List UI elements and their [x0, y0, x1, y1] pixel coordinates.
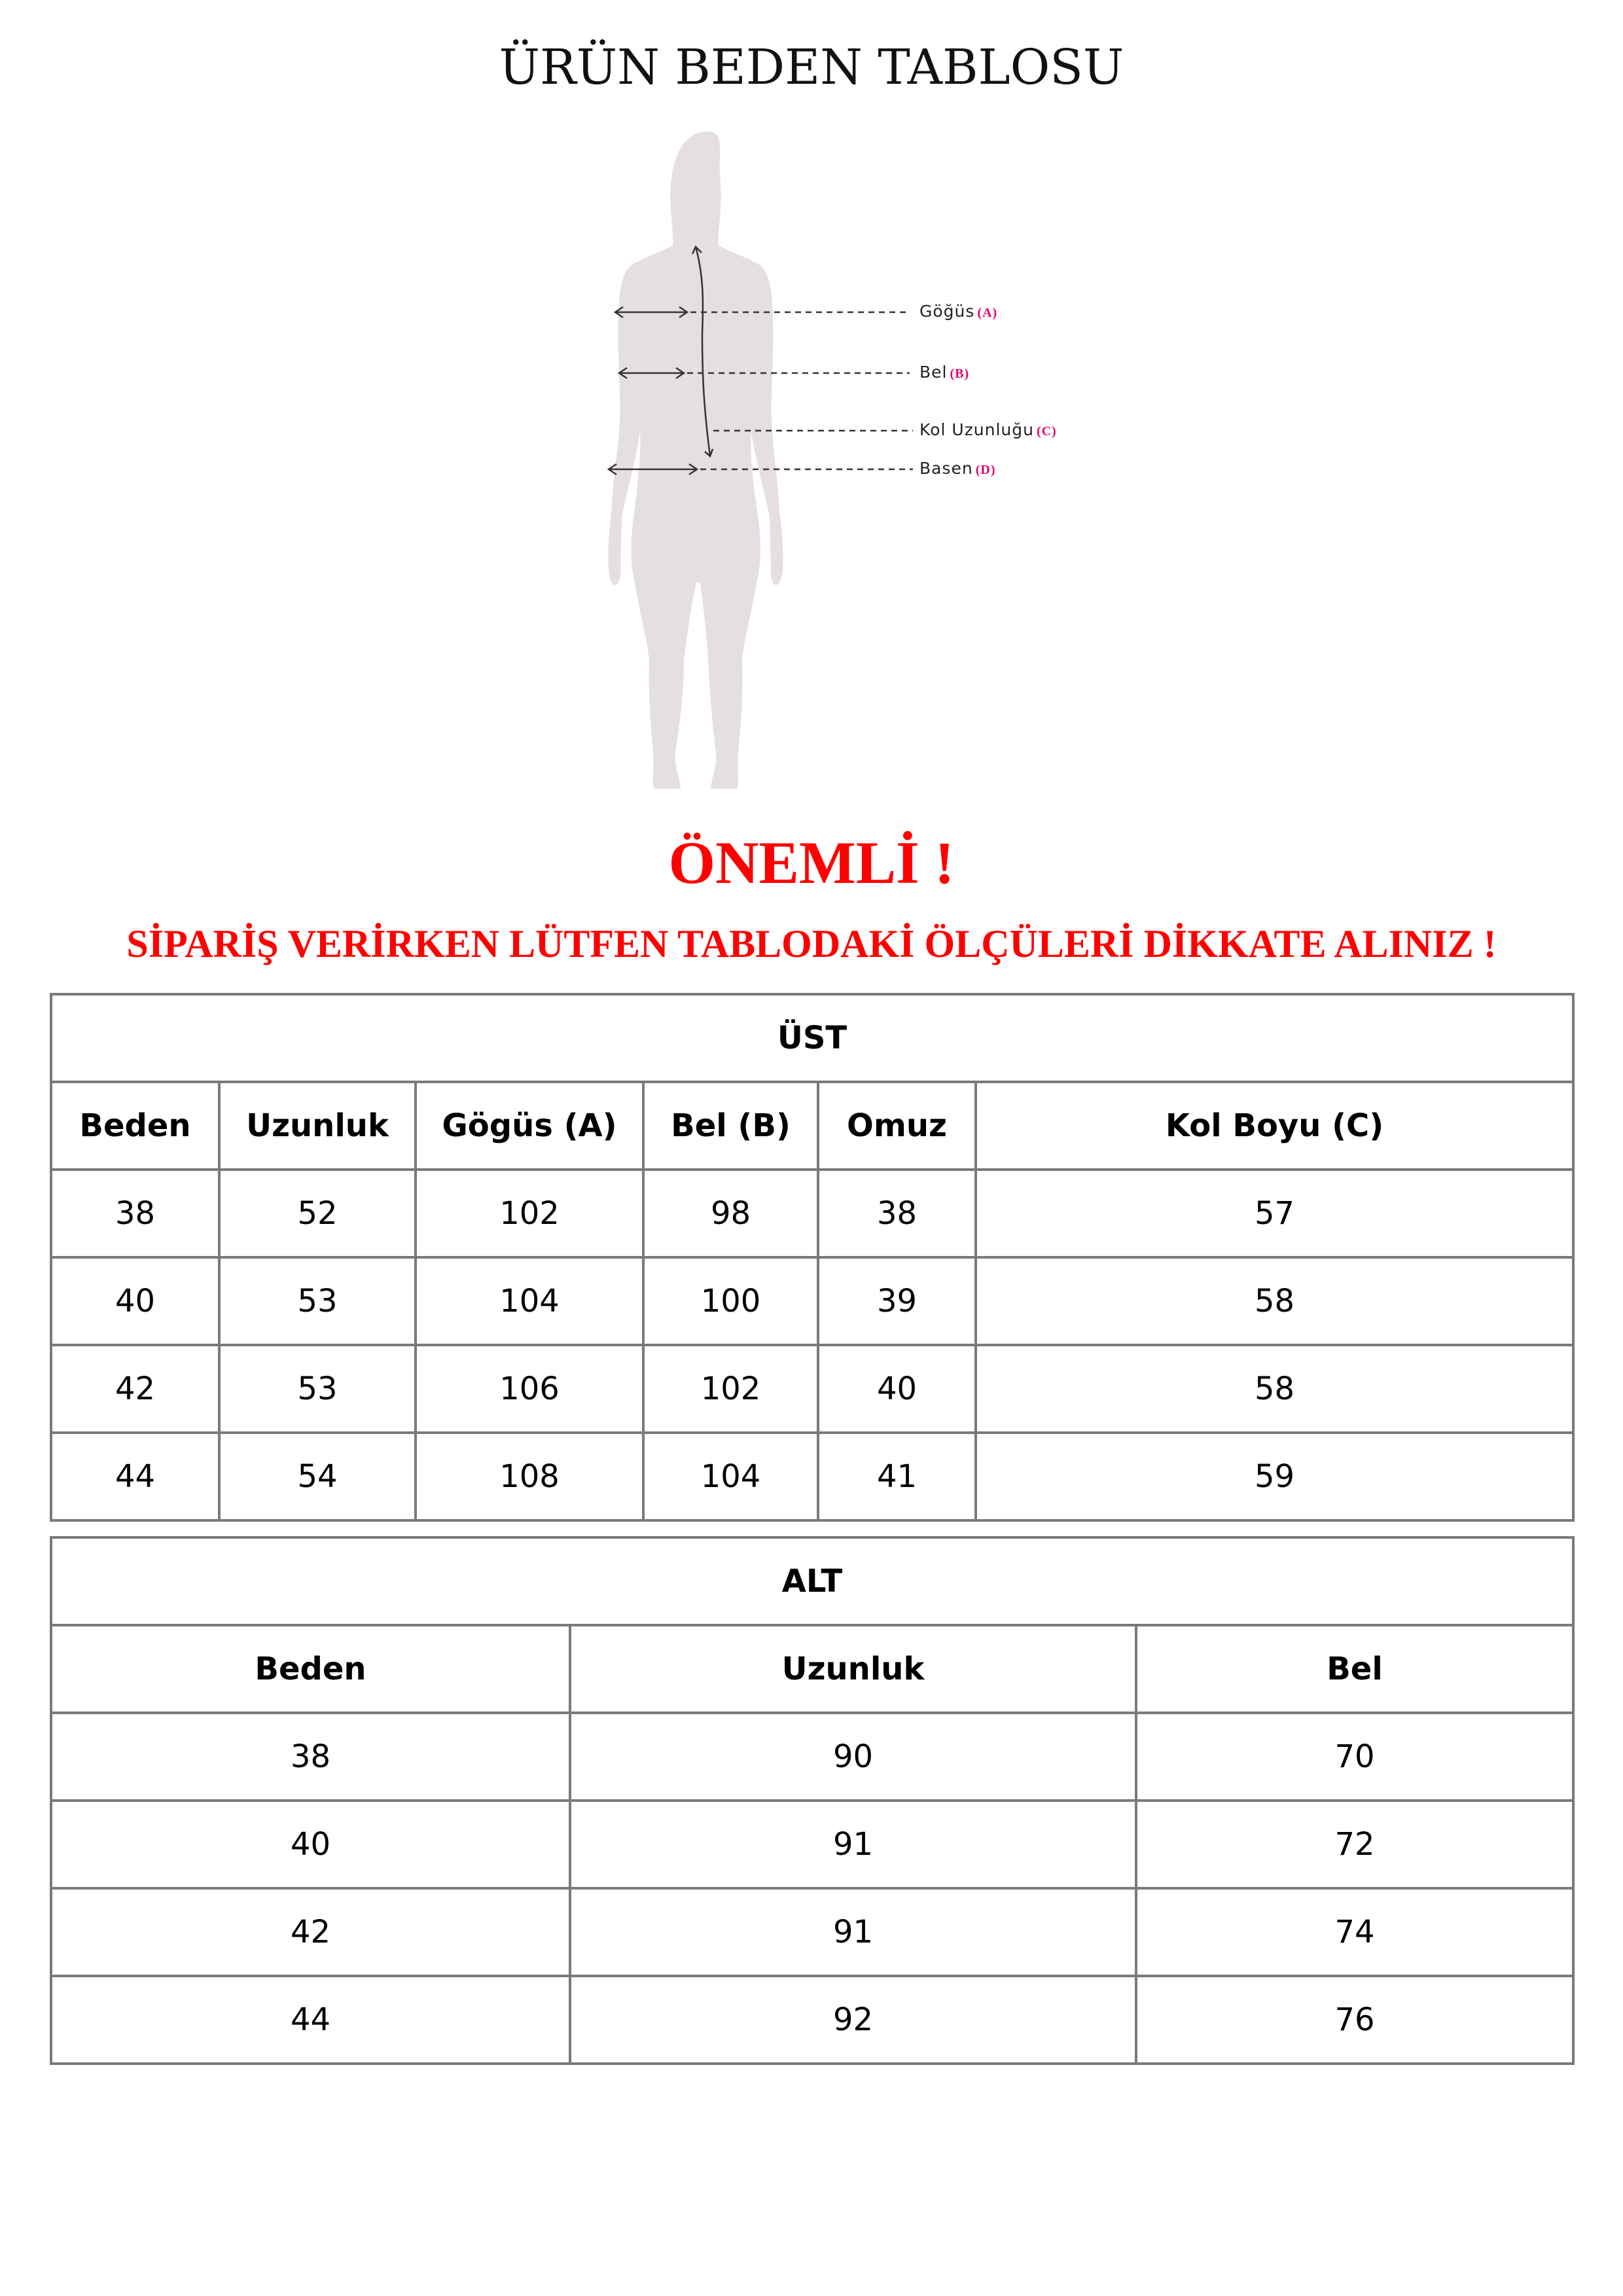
table-row: 40 91 72 — [50, 1799, 1575, 1890]
header-cell: Bel — [1134, 1624, 1575, 1714]
table-cell: 52 — [218, 1168, 417, 1259]
ust-header-row: Beden Uzunluk Gögüs (A) Bel (B) Omuz Kol… — [50, 1081, 1575, 1171]
table-cell: 53 — [218, 1344, 417, 1434]
page-title: ÜRÜN BEDEN TABLOSU — [499, 39, 1124, 96]
table-cell: 39 — [817, 1256, 977, 1346]
table-cell: 38 — [50, 1168, 221, 1259]
table-cell: 38 — [817, 1168, 977, 1259]
alt-table-title: ALT — [49, 1536, 1575, 1626]
table-row: 40 53 104 100 39 58 — [50, 1256, 1575, 1346]
table-cell: 42 — [50, 1344, 221, 1434]
table-cell: 38 — [50, 1712, 571, 1802]
table-cell: 40 — [50, 1256, 221, 1346]
header-cell: Kol Boyu (C) — [974, 1081, 1575, 1171]
table-row: 44 54 108 104 41 59 — [50, 1431, 1575, 1522]
header-cell: Beden — [50, 1081, 221, 1171]
female-silhouette-icon — [607, 132, 913, 789]
table-cell: 40 — [817, 1344, 977, 1434]
table-cell: 59 — [974, 1431, 1575, 1522]
header-cell: Omuz — [817, 1081, 977, 1171]
table-cell: 44 — [50, 1975, 571, 2065]
alt-size-table: ALT Beden Uzunluk Bel 38 90 70 40 91 72 42 91 74… — [49, 1536, 1575, 2065]
label-basen: Basen (D) — [919, 459, 996, 478]
table-cell: 44 — [50, 1431, 221, 1522]
table-cell: 98 — [642, 1168, 819, 1259]
table-row: 38 90 70 — [50, 1712, 1575, 1802]
table-row: 42 91 74 — [50, 1887, 1575, 1977]
table-cell: 70 — [1134, 1712, 1575, 1802]
table-cell: 91 — [569, 1887, 1137, 1977]
label-tag: (A) — [977, 306, 998, 320]
table-cell: 102 — [642, 1344, 819, 1434]
table-row: 38 52 102 98 38 57 — [50, 1168, 1575, 1259]
table-row: 42 53 106 102 40 58 — [50, 1344, 1575, 1434]
table-cell: 92 — [569, 1975, 1137, 2065]
alt-header-row: Beden Uzunluk Bel — [50, 1624, 1575, 1714]
table-cell: 58 — [974, 1344, 1575, 1434]
table-cell: 57 — [974, 1168, 1575, 1259]
label-gogus: Göğüs (A) — [919, 302, 997, 321]
table-cell: 42 — [50, 1887, 571, 1977]
header-cell: Beden — [50, 1624, 571, 1714]
warning-text: SİPARİŞ VERİRKEN LÜTFEN TABLODAKİ ÖLÇÜLE… — [126, 922, 1497, 965]
table-cell: 53 — [218, 1256, 417, 1346]
table-cell: 104 — [414, 1256, 645, 1346]
table-cell: 40 — [50, 1799, 571, 1890]
table-row: 44 92 76 — [50, 1975, 1575, 2065]
label-text: Kol Uzunluğu — [919, 420, 1034, 439]
table-cell: 90 — [569, 1712, 1137, 1802]
table-cell: 41 — [817, 1431, 977, 1522]
label-tag: (B) — [950, 367, 970, 381]
label-tag: (C) — [1036, 424, 1057, 439]
header-cell: Uzunluk — [218, 1081, 417, 1171]
ust-size-table: ÜST Beden Uzunluk Gögüs (A) Bel (B) Omuz… — [49, 993, 1575, 1522]
table-cell: 76 — [1134, 1975, 1575, 2065]
table-cell: 54 — [218, 1431, 417, 1522]
table-cell: 100 — [642, 1256, 819, 1346]
header-cell: Bel (B) — [642, 1081, 819, 1171]
table-cell: 106 — [414, 1344, 645, 1434]
ust-table-title: ÜST — [49, 993, 1575, 1083]
table-cell: 102 — [414, 1168, 645, 1259]
important-heading: ÖNEMLİ ! — [668, 829, 955, 896]
table-cell: 58 — [974, 1256, 1575, 1346]
table-cell: 91 — [569, 1799, 1137, 1890]
body-measurement-figure: Göğüs (A) Bel (B) Kol Uzunluğu (C) Basen (D) — [576, 124, 1099, 798]
table-cell: 74 — [1134, 1887, 1575, 1977]
table-cell: 108 — [414, 1431, 645, 1522]
label-text: Bel — [919, 363, 948, 382]
label-text: Basen — [919, 459, 973, 478]
header-cell: Gögüs (A) — [414, 1081, 645, 1171]
label-bel: Bel (B) — [919, 363, 969, 382]
header-cell: Uzunluk — [569, 1624, 1137, 1714]
label-kol-uzunlugu: Kol Uzunluğu (C) — [919, 420, 1057, 439]
label-text: Göğüs — [919, 302, 975, 321]
table-cell: 104 — [642, 1431, 819, 1522]
label-tag: (D) — [975, 463, 996, 477]
table-cell: 72 — [1134, 1799, 1575, 1890]
